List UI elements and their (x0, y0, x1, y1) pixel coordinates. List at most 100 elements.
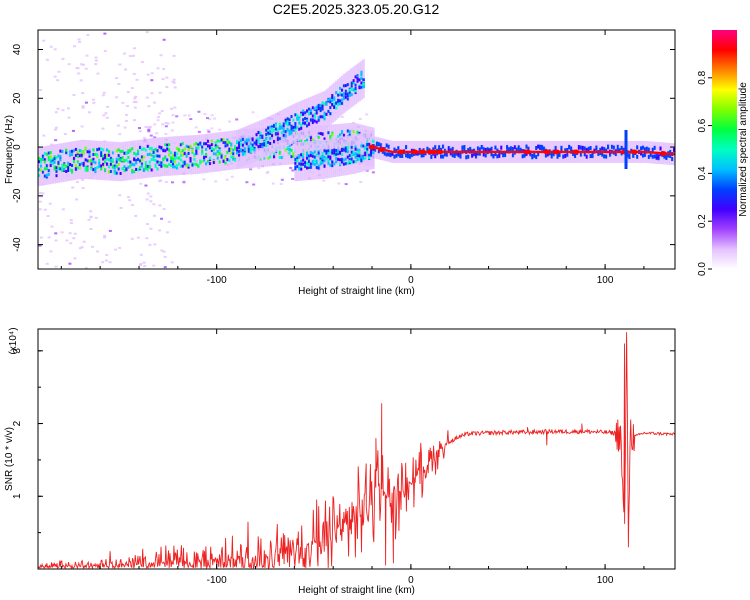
ridge-core (488, 150, 492, 154)
ridge-cell (447, 147, 451, 152)
ridge-core (480, 150, 484, 154)
ridge-core (570, 150, 573, 154)
noise-speckle (142, 261, 146, 264)
ridge-cell (366, 150, 369, 154)
noise-speckle (39, 236, 43, 239)
noise-speckle (75, 67, 79, 70)
ridge-cell (274, 123, 278, 127)
ridge-cell (286, 117, 290, 121)
ridge-cell (199, 159, 202, 163)
ridge-cell (123, 169, 126, 173)
ridge-cell (241, 137, 245, 141)
noise-speckle (145, 31, 149, 34)
noise-speckle (50, 143, 54, 146)
ridge-cell (333, 96, 336, 100)
ridge-cell (579, 145, 583, 150)
ridge-core (519, 150, 523, 154)
ridge-cell (313, 150, 317, 154)
ridge-cell (370, 148, 373, 152)
ridge-cell (358, 78, 361, 82)
ridge-cell (100, 151, 103, 155)
ridge-cell (344, 162, 348, 166)
ridge-cell (542, 146, 546, 151)
ridge-cell (282, 133, 286, 137)
ridge-cell (98, 161, 101, 165)
ridge-core (498, 150, 501, 154)
ridge-core (641, 150, 645, 154)
ridge-core (405, 150, 408, 154)
ridge-cell (154, 147, 158, 151)
noise-speckle (149, 195, 153, 198)
ridge-cell (292, 154, 295, 158)
noise-speckle (89, 228, 93, 231)
ridge-cell (523, 153, 527, 158)
ridge-cell (249, 142, 253, 146)
ridge-cell (313, 107, 317, 111)
ridge-cell (360, 73, 363, 77)
ridge-halo (191, 135, 194, 175)
ridge-halo (333, 82, 336, 122)
ridge-core (511, 150, 515, 154)
noise-speckle (115, 77, 119, 80)
ridge-cell (226, 138, 229, 142)
ridge-cell (45, 175, 49, 179)
ridge-cell (152, 150, 156, 154)
ridge-core (507, 150, 511, 154)
ridge-cell (356, 158, 360, 162)
ridge-cell (243, 147, 247, 151)
ridge-cell (57, 162, 60, 166)
ridge-cell (290, 130, 294, 134)
ridge-cell (288, 129, 292, 133)
ridge-cell (552, 152, 556, 157)
ridge-cell (170, 157, 173, 161)
ridge-cell (121, 158, 125, 162)
ridge-cell (478, 151, 482, 156)
ridge-cell (313, 155, 317, 159)
ridge-halo (321, 139, 325, 179)
ridge-cell (272, 155, 276, 159)
ridge-core (560, 150, 563, 154)
amplitude-peak (419, 149, 427, 155)
noise-speckle (54, 126, 58, 129)
ridge-cell (205, 162, 208, 166)
ridge-core (474, 150, 478, 154)
ridge-cell (300, 153, 303, 157)
ridge-cell (230, 151, 233, 155)
ridge-cell (173, 165, 177, 169)
ridge-halo (350, 68, 354, 108)
ridge-core (651, 151, 655, 154)
ridge-cell (319, 109, 323, 113)
ridge-cell (651, 154, 655, 159)
ridge-cell (348, 90, 352, 94)
ridge-cell (352, 79, 356, 83)
noise-speckle (78, 40, 82, 43)
ridge-cell (234, 145, 237, 149)
amplitude-peak (659, 151, 667, 156)
ridge-cell (509, 148, 513, 153)
amplitude-peak (368, 144, 376, 150)
ridge-cell (309, 136, 313, 140)
ridge-cell (319, 103, 323, 107)
ridge-cell (307, 165, 311, 169)
ridge-cell (354, 147, 358, 151)
ridge-cell (181, 149, 185, 153)
ridge-cell (344, 149, 348, 153)
ridge-cell (294, 157, 297, 161)
ridge-cell (309, 165, 313, 169)
ridge-cell (339, 99, 342, 103)
snr-frame (37, 328, 676, 570)
ridge-cell (193, 162, 196, 166)
ridge-cell (354, 152, 358, 156)
ridge-cell (82, 151, 86, 155)
ridge-core (539, 150, 542, 154)
ridge-cell (348, 88, 352, 92)
ridge-core (583, 150, 587, 154)
ridge-core (610, 150, 614, 154)
ridge-cell (459, 154, 462, 159)
ridge-cell (212, 152, 216, 156)
ridge-cell (372, 139, 375, 143)
ridge-cell (269, 129, 272, 133)
ridge-cell (100, 147, 103, 151)
ridge-cell (298, 162, 301, 166)
ridge-cell (327, 149, 330, 153)
